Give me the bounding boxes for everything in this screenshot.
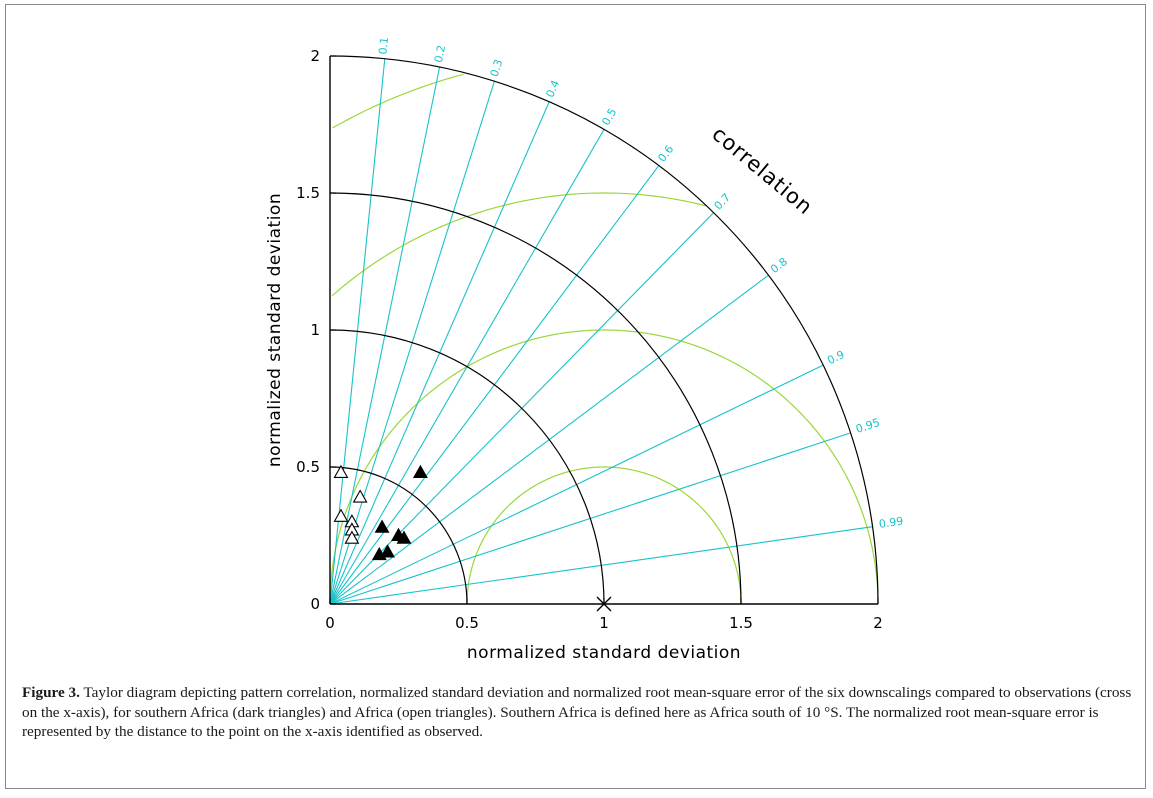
correlation-tick-label: 0.6	[655, 143, 676, 165]
open-triangle-point	[333, 508, 349, 522]
correlation-tick-label: 0.8	[768, 255, 790, 276]
rmse-arc	[331, 192, 707, 297]
figure-caption: Figure 3. Taylor diagram depicting patte…	[22, 683, 1132, 742]
y-tick-label: 1.5	[296, 184, 320, 202]
correlation-tick-label: 0.5	[599, 106, 619, 128]
x-tick-label: 2	[873, 614, 883, 632]
rmse-arc	[329, 329, 879, 605]
x-tick-label: 1.5	[729, 614, 753, 632]
correlation-tick-label: 0.3	[488, 58, 506, 79]
rmse-arc	[466, 466, 742, 604]
figure-frame	[5, 4, 1146, 789]
filled-triangle-point	[396, 530, 412, 544]
filled-triangle-point	[374, 519, 390, 533]
x-tick-label: 0.5	[455, 614, 479, 632]
filled-triangle-point	[412, 464, 428, 478]
data-points	[333, 464, 612, 612]
filled-triangle-point	[380, 544, 395, 558]
std-arc	[329, 192, 742, 605]
y-tick-label: 0	[310, 595, 320, 613]
open-triangle-point	[352, 489, 368, 503]
correlation-tick-label: 0.7	[712, 191, 734, 213]
correlation-tick-label: 0.99	[878, 514, 904, 530]
correlation-tick-label: 0.1	[376, 36, 391, 55]
std-arc	[329, 466, 468, 605]
correlation-tick-labels: 0.1 0.2 0.3 0.4 0.5 0.6 0.7 0.8 0.9 0.95 0.99	[376, 36, 904, 530]
filled-triangle-point	[371, 546, 387, 561]
correlation-tick-label: 0.95	[854, 416, 881, 436]
correlation-tick-label: 0.2	[432, 44, 448, 64]
caption-label: Figure 3.	[22, 684, 80, 701]
y-tick-label: 0.5	[296, 458, 320, 476]
y-axis-label: normalized standard deviation	[265, 193, 285, 467]
y-tick-label: 1	[310, 321, 320, 339]
std-arcs	[329, 55, 879, 605]
std-arc	[329, 55, 879, 605]
y-tick-label: 2	[310, 47, 320, 65]
open-triangle-point	[344, 530, 360, 544]
correlation-lines	[329, 58, 873, 605]
caption-text: Taylor diagram depicting pattern correla…	[22, 684, 1132, 740]
reference-cross	[596, 596, 612, 612]
x-axis-label: normalized standard deviation	[467, 643, 741, 663]
rmse-arcs	[329, 73, 879, 605]
std-arc	[329, 329, 605, 605]
tick-labels: 0 0.5 1 1.5 2 0.5 1 1.5 2 0	[296, 47, 883, 632]
open-triangle-point	[333, 464, 349, 478]
x-tick-label: 0	[325, 614, 335, 632]
taylor-diagram: 0 0.5 1 1.5 2 0.5 1 1.5 2 0 0.1 0.2 0.3 0.4 0.5 0.6 0.7…	[265, 36, 904, 663]
correlation-tick-label: 0.4	[543, 78, 562, 99]
correlation-tick-label: 0.9	[825, 348, 846, 367]
rmse-arc	[332, 73, 464, 129]
x-tick-label: 1	[599, 614, 609, 632]
